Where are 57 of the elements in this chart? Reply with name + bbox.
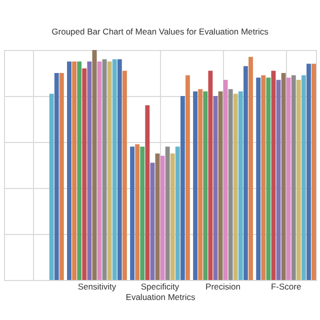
- bar: [243, 66, 248, 280]
- bar: [276, 80, 281, 280]
- bar: [193, 91, 198, 280]
- bar: [266, 78, 271, 280]
- bar: [198, 89, 203, 280]
- x-tick-label: Specificity: [140, 282, 180, 292]
- bar: [186, 75, 190, 280]
- bar: [213, 96, 218, 280]
- bar: [145, 105, 150, 280]
- bar: [67, 62, 72, 280]
- bar: [271, 70, 276, 280]
- bar: [140, 146, 145, 280]
- bar: [312, 64, 316, 280]
- bar: [122, 70, 127, 280]
- x-axis-title: Evaluation Metrics: [126, 292, 196, 302]
- bar: [256, 78, 261, 280]
- chart-title: Grouped Bar Chart of Mean Values for Evaluation Metrics: [52, 26, 268, 36]
- bar: [170, 154, 175, 280]
- bar: [130, 146, 134, 280]
- bar: [92, 50, 97, 280]
- bar: [175, 146, 180, 280]
- bar: [82, 68, 87, 280]
- bar: [261, 75, 266, 280]
- bar: [306, 64, 311, 280]
- bar: [59, 73, 64, 280]
- x-tick-label: Sensitivity: [78, 282, 117, 292]
- bar: [281, 73, 286, 280]
- bar: [155, 154, 160, 280]
- bar: [208, 70, 213, 280]
- bar: [102, 59, 107, 280]
- bar: [112, 59, 117, 280]
- bar: [165, 146, 170, 280]
- bar: [87, 62, 92, 280]
- bar: [228, 89, 233, 280]
- bar: [77, 62, 82, 280]
- bar: [203, 91, 208, 280]
- bar: [238, 91, 243, 280]
- bar: [117, 59, 122, 280]
- bar: [180, 96, 185, 280]
- bar: [160, 156, 165, 280]
- bar: [296, 80, 301, 280]
- bar: [107, 62, 112, 280]
- bar: [223, 80, 228, 280]
- bar: [150, 162, 155, 280]
- bar: [97, 62, 102, 280]
- x-tick-label: Precision: [206, 282, 241, 292]
- bar: [54, 73, 59, 280]
- bar: [49, 94, 54, 280]
- bar: [248, 56, 253, 280]
- x-tick-label: F-Score: [270, 282, 302, 292]
- bar: [135, 144, 140, 280]
- bar: [218, 91, 223, 280]
- bar: [72, 62, 77, 280]
- bar: [233, 94, 238, 280]
- bar: [286, 78, 291, 280]
- bar: [301, 75, 306, 280]
- bar: [291, 75, 296, 280]
